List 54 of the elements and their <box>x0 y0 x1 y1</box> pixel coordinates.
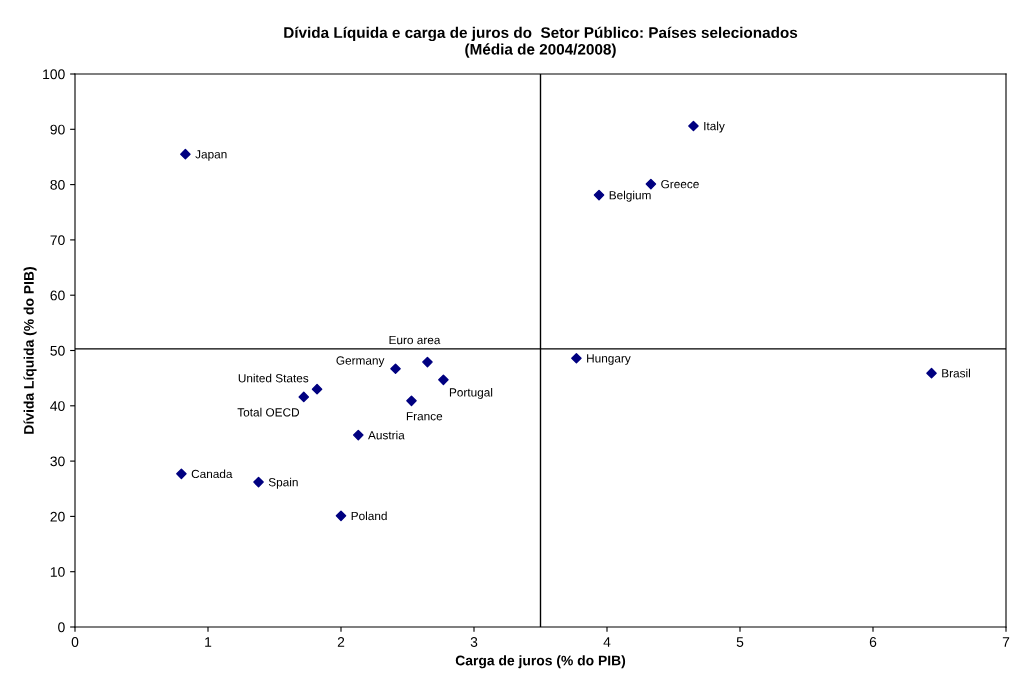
point <box>688 120 699 132</box>
point <box>390 363 401 375</box>
point <box>422 356 433 368</box>
x-tick-label: 0 <box>71 637 79 647</box>
x-tick-label: 4 <box>603 637 611 647</box>
point <box>176 468 187 480</box>
annotation: Portugal <box>449 387 493 399</box>
annotation: Canada <box>191 469 233 479</box>
y-tick-label: 50 <box>50 345 65 356</box>
annotation: United States <box>238 373 309 383</box>
y-tick-label: 70 <box>50 235 65 246</box>
y-tick-label: 30 <box>50 456 65 467</box>
point <box>253 476 264 488</box>
annotation: France <box>406 412 443 421</box>
x-tick-label: 1 <box>205 637 212 647</box>
annotation: Poland <box>351 511 387 521</box>
annotation: Italy <box>704 121 725 133</box>
y-tick-label: 40 <box>50 401 65 411</box>
y-tick-label: 80 <box>50 179 65 190</box>
point <box>352 429 364 441</box>
y-tick-label: 20 <box>50 511 65 522</box>
y-tick-label: 90 <box>50 124 65 135</box>
point <box>406 395 417 407</box>
point <box>335 510 347 522</box>
annotation: Hungary <box>587 354 631 365</box>
x-tick-label: 3 <box>470 637 478 647</box>
y-tick-label: 60 <box>50 290 65 301</box>
point <box>645 178 657 190</box>
chart-title: Dívida Líquida e carga de juros do Setor Público: Países selecionados (Média de 2004/2008) <box>284 26 798 58</box>
point <box>571 352 582 364</box>
point <box>298 391 310 403</box>
x-tick-label: 6 <box>869 637 877 647</box>
annotation: Belgium <box>609 190 651 202</box>
point <box>593 189 605 201</box>
y-tick-label: 10 <box>50 567 65 577</box>
annotation: Germany <box>336 356 385 368</box>
x-tick-label: 7 <box>1002 637 1010 647</box>
annotation: Total OECD <box>237 407 300 417</box>
point <box>311 383 323 395</box>
x-tick-label: 5 <box>736 637 744 647</box>
y-tick-label: 100 <box>43 69 65 80</box>
point <box>926 367 937 379</box>
annotation: Spain <box>268 477 298 489</box>
y-tick-label: 0 <box>58 622 65 633</box>
x-axis-title: Carga de juros (% do PIB) <box>455 655 626 669</box>
y-axis-title: Dívida Líquida (% do PIB) <box>23 267 37 434</box>
annotation: Brasil <box>942 368 970 378</box>
x-tick-label: 2 <box>337 637 345 647</box>
point <box>180 148 191 160</box>
annotation: Euro area <box>389 335 441 345</box>
annotation: Japan <box>195 150 227 161</box>
point <box>438 374 449 386</box>
annotation: Greece <box>661 179 699 189</box>
annotation: Austria <box>368 430 405 440</box>
